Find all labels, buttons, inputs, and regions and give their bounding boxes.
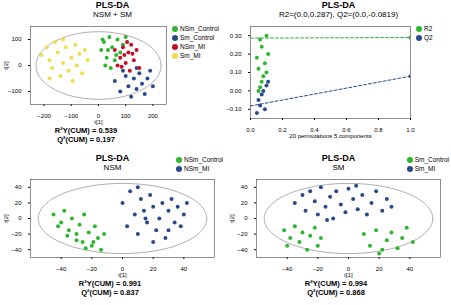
html-text:SM: SM (332, 163, 345, 172)
html-text:NSm_Control: NSm_Control (180, 25, 219, 32)
svg-text:−20: −20 (237, 231, 248, 237)
svg-text:−100: −100 (65, 113, 79, 119)
svg-text:t[1]: t[1] (118, 272, 127, 278)
html-text:R²Y(CUM) = 0.539: R²Y(CUM) = 0.539 (54, 126, 118, 135)
html-text:PLS-DA: PLS-DA (95, 153, 130, 163)
html-text:Sm_Control: Sm_Control (180, 34, 215, 41)
svg-text:0.00: 0.00 (230, 88, 242, 94)
svg-text:−40: −40 (237, 247, 248, 253)
svg-text:0: 0 (18, 62, 22, 68)
svg-text:0: 0 (244, 215, 248, 221)
svg-text:t[1]: t[1] (94, 119, 103, 125)
svg-text:−20: −20 (313, 266, 324, 272)
svg-text:−20: −20 (87, 266, 98, 272)
svg-text:0: 0 (120, 265, 125, 272)
svg-text:−100: −100 (8, 88, 22, 94)
html-text:Sm_MI: Sm_MI (180, 52, 201, 59)
html-text:Q²(CUM) = 0.868: Q²(CUM) = 0.868 (307, 288, 365, 297)
svg-text:20 permutations 5 components: 20 permutations 5 components (289, 133, 371, 139)
svg-text:100: 100 (121, 113, 132, 119)
svg-text:−0.10: −0.10 (226, 106, 242, 112)
svg-text:t[2]: t[2] (229, 214, 235, 223)
svg-text:−200: −200 (37, 113, 51, 119)
html-text:PLS-DA: PLS-DA (321, 0, 356, 10)
svg-text:0.30: 0.30 (230, 33, 242, 39)
svg-text:0.6: 0.6 (342, 126, 351, 133)
svg-text:20: 20 (376, 266, 383, 272)
svg-text:100: 100 (11, 36, 22, 42)
svg-text:40: 40 (241, 184, 248, 190)
svg-text:t[2]: t[2] (3, 61, 9, 70)
svg-text:t[1]: t[1] (344, 272, 353, 278)
html-text:Q²(CUM) = 0.197: Q²(CUM) = 0.197 (57, 135, 115, 144)
svg-text:0.2: 0.2 (278, 127, 287, 133)
svg-text:200: 200 (148, 113, 159, 119)
svg-text:40: 40 (15, 184, 22, 190)
html-text:NSM: NSM (103, 163, 122, 172)
svg-text:0.20: 0.20 (230, 51, 242, 57)
html-text:NSm_MI: NSm_MI (184, 165, 210, 172)
html-text:PLS-DA: PLS-DA (321, 153, 356, 163)
svg-text:0: 0 (96, 112, 101, 119)
svg-text:20: 20 (15, 200, 22, 206)
svg-text:−40: −40 (282, 266, 293, 272)
svg-text:0.0: 0.0 (246, 127, 255, 133)
html-text:Q2: Q2 (424, 34, 433, 41)
html-text:NSM + SM: NSM + SM (93, 10, 132, 19)
svg-text:t[2]: t[2] (3, 214, 9, 223)
svg-text:40: 40 (406, 266, 413, 272)
html-text:R²Y(CUM) = 0.994: R²Y(CUM) = 0.994 (304, 279, 368, 288)
html-text:R2=(0.0,0.287), Q2=(0.0,-0.081: R2=(0.0,0.287), Q2=(0.0,-0.0819) (278, 10, 399, 19)
svg-text:0.8: 0.8 (374, 127, 383, 133)
svg-text:1.0: 1.0 (406, 127, 415, 133)
svg-text:40: 40 (180, 266, 187, 272)
svg-text:0.4: 0.4 (310, 126, 319, 133)
html-text:R2: R2 (424, 25, 433, 32)
svg-text:−40: −40 (56, 266, 67, 272)
html-text:Q²(CUM) = 0.837: Q²(CUM) = 0.837 (81, 288, 139, 297)
svg-text:0: 0 (18, 215, 22, 221)
html-text:Sm_MI: Sm_MI (414, 165, 436, 172)
svg-text:20: 20 (150, 266, 157, 272)
html-text:R²Y(CUM) = 0.991: R²Y(CUM) = 0.991 (78, 279, 142, 288)
svg-text:−40: −40 (11, 247, 22, 253)
svg-text:0: 0 (346, 265, 351, 272)
svg-text:−20: −20 (11, 231, 22, 237)
svg-text:20: 20 (241, 200, 248, 206)
html-text:Sm_Control: Sm_Control (414, 156, 449, 163)
svg-text:0.10: 0.10 (230, 69, 242, 75)
html-text:PLS-DA: PLS-DA (95, 0, 130, 10)
html-text:NSm_MI: NSm_MI (180, 43, 206, 50)
html-text:NSm_Control: NSm_Control (184, 156, 223, 163)
